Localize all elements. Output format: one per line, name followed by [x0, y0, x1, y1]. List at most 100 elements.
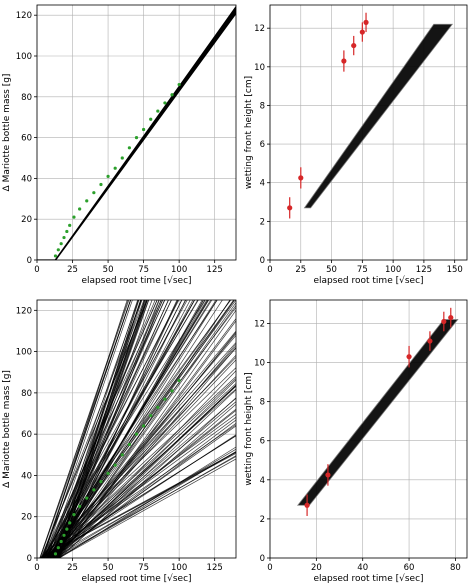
- x-tick-label: 100: [171, 265, 187, 275]
- y-tick-label: 0: [260, 554, 265, 564]
- observation-point: [170, 389, 174, 393]
- y-axis-label: Δ Mariotte bottle mass [g]: [2, 74, 12, 192]
- observation-point: [341, 58, 347, 64]
- model-line: [52, 300, 142, 558]
- axes-frame: [269, 4, 468, 261]
- model-line: [49, 451, 236, 558]
- model-line: [54, 456, 236, 558]
- model-line: [43, 417, 236, 558]
- x-tick-label: 20: [311, 563, 322, 573]
- x-axis-label: elapsed root time [√sec]: [81, 573, 191, 584]
- observation-point: [163, 397, 167, 401]
- model-line: [39, 300, 130, 558]
- model-line: [41, 300, 131, 558]
- x-tick-label: 125: [416, 265, 432, 275]
- observation-point: [351, 42, 357, 49]
- model-line: [52, 300, 183, 558]
- observation-point: [120, 156, 124, 160]
- x-tick-label: 40: [357, 563, 368, 573]
- x-tick-label: 25: [295, 265, 306, 275]
- plot-area: [296, 307, 459, 516]
- observation-point: [62, 533, 66, 537]
- model-line: [48, 300, 145, 558]
- observation-point: [406, 354, 412, 360]
- observation-point: [85, 199, 89, 203]
- observation-point: [127, 442, 131, 447]
- y-tick-label: 20: [21, 513, 32, 523]
- x-tick-label: 25: [67, 265, 78, 275]
- plot-area: [39, 300, 236, 558]
- observation-point: [56, 546, 60, 550]
- observation-point: [92, 191, 96, 195]
- observation-point: [298, 175, 304, 181]
- model-line: [55, 300, 146, 558]
- x-tick-label: 75: [138, 563, 149, 573]
- y-tick-label: 12: [254, 319, 265, 329]
- x-tick-label: 80: [450, 563, 461, 573]
- plot-area: [37, 5, 236, 260]
- model-line: [45, 378, 236, 558]
- x-tick-label: 75: [357, 265, 368, 275]
- x-tick-label: 125: [207, 563, 223, 573]
- x-axis-label: elapsed root time [√sec]: [313, 573, 423, 584]
- observation-point: [177, 378, 181, 383]
- x-tick-label: 150: [447, 265, 463, 275]
- y-tick-label: 4: [260, 179, 265, 189]
- observation-point: [113, 166, 117, 170]
- y-tick-label: 8: [260, 101, 265, 111]
- x-tick-label: 50: [103, 265, 114, 275]
- model-line: [49, 401, 236, 558]
- observation-point: [78, 504, 82, 508]
- x-tick-label: 0: [267, 563, 272, 573]
- x-tick-label: 50: [103, 563, 114, 573]
- observation-point: [99, 182, 103, 187]
- model-line: [53, 300, 169, 558]
- model-line: [41, 300, 143, 558]
- x-tick-label: 125: [207, 265, 223, 275]
- model-line: [42, 300, 131, 558]
- model-line: [54, 300, 218, 558]
- model-line: [54, 300, 163, 558]
- observation-point: [59, 242, 63, 246]
- chart-panel-2: 0 25 50 75 100 125 150 0 2 4 6 8 10 12 elapsed root ti…: [244, 4, 468, 286]
- observation-point: [68, 223, 72, 227]
- model-ensemble-band: [54, 5, 236, 260]
- y-axis-label: Δ Mariotte bottle mass [g]: [2, 370, 12, 488]
- observation-point: [287, 205, 293, 211]
- y-tick-label: 80: [21, 389, 32, 399]
- axes-frame: [269, 299, 468, 559]
- x-tick-label: 100: [385, 265, 401, 275]
- x-tick-label: 100: [171, 563, 187, 573]
- y-tick-label: 2: [260, 217, 265, 227]
- observation-point: [325, 472, 331, 478]
- y-tick-label: 0: [260, 256, 265, 266]
- model-line: [56, 300, 139, 558]
- model-line: [43, 342, 236, 558]
- observation-point: [106, 471, 110, 475]
- y-tick-label: 100: [16, 52, 32, 62]
- plot-area: [287, 12, 454, 219]
- model-line: [40, 376, 236, 558]
- x-tick-label: 75: [138, 265, 149, 275]
- observation-point: [85, 496, 89, 500]
- observation-point: [142, 127, 146, 132]
- y-tick-label: 6: [260, 140, 265, 150]
- y-tick-label: 4: [260, 476, 265, 486]
- model-line: [50, 300, 210, 558]
- observation-point: [441, 318, 447, 325]
- model-line: [39, 451, 236, 558]
- observation-point: [65, 229, 69, 234]
- observation-point: [56, 248, 60, 252]
- axes-frame: [36, 4, 237, 261]
- observation-point: [134, 136, 139, 140]
- x-tick-label: 60: [404, 563, 415, 573]
- model-line: [47, 434, 236, 558]
- y-tick-label: 2: [260, 515, 265, 525]
- observation-point: [156, 405, 160, 409]
- model-line: [47, 345, 236, 558]
- axes-frame: [36, 299, 237, 559]
- y-tick-label: 8: [260, 398, 265, 408]
- observation-point: [68, 521, 72, 525]
- y-tick-label: 40: [21, 174, 32, 184]
